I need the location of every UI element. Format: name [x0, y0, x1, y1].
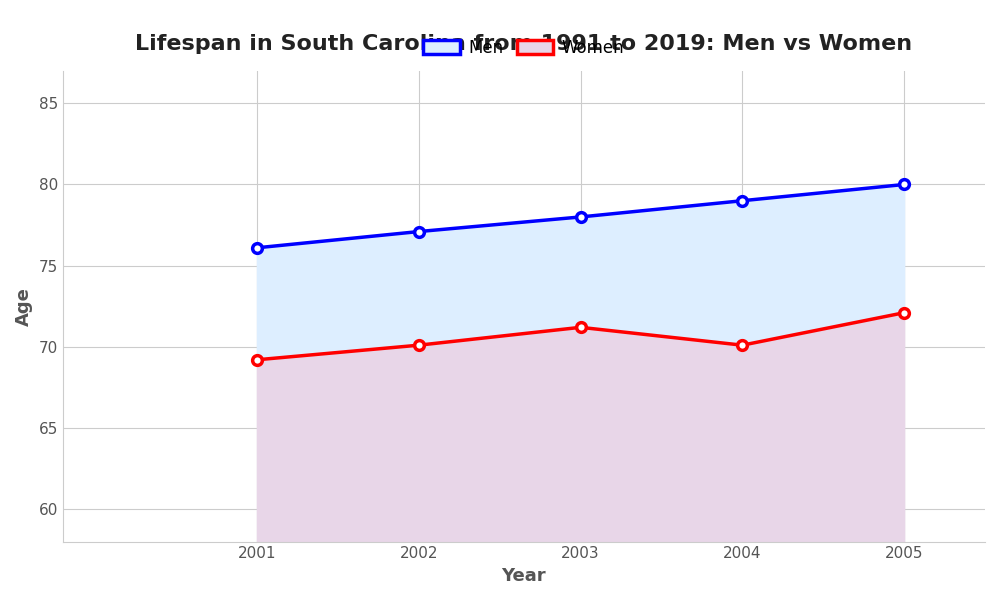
Y-axis label: Age: Age	[15, 287, 33, 326]
Legend: Men, Women: Men, Women	[417, 32, 631, 64]
X-axis label: Year: Year	[502, 567, 546, 585]
Title: Lifespan in South Carolina from 1991 to 2019: Men vs Women: Lifespan in South Carolina from 1991 to …	[135, 34, 912, 54]
